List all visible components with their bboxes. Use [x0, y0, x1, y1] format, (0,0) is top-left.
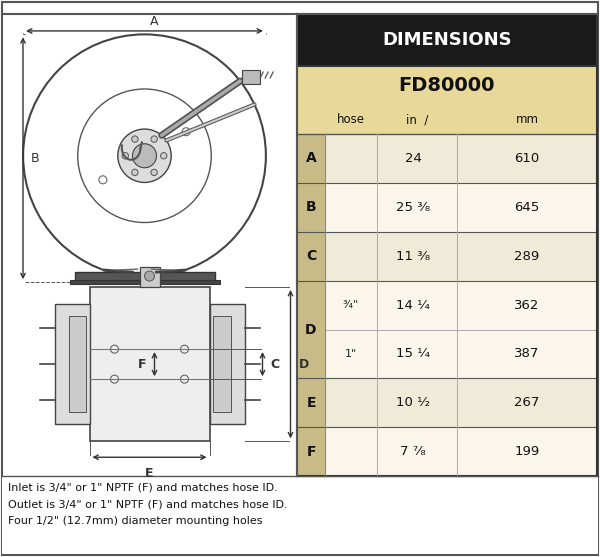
Text: E: E	[306, 396, 316, 410]
Bar	[297, 232, 597, 281]
Text: 610: 610	[514, 152, 539, 165]
Bar	[89, 287, 209, 441]
Bar	[2, 476, 598, 554]
Text: Inlet is 3/4" or 1" NPTF (F) and matches hose ID.: Inlet is 3/4" or 1" NPTF (F) and matches…	[8, 482, 278, 492]
Circle shape	[151, 136, 157, 142]
Text: D: D	[305, 323, 317, 336]
Text: DIMENSIONS: DIMENSIONS	[382, 31, 512, 49]
Bar	[297, 66, 597, 106]
Circle shape	[133, 144, 157, 168]
Bar	[297, 427, 325, 476]
Text: C: C	[271, 358, 280, 370]
Bar	[209, 304, 245, 424]
Bar	[297, 134, 597, 183]
Bar	[297, 14, 597, 66]
Bar	[297, 281, 325, 378]
Text: 289: 289	[514, 250, 539, 263]
Bar	[297, 378, 325, 427]
Bar	[297, 183, 597, 232]
Bar	[74, 272, 215, 282]
Bar	[297, 378, 597, 427]
Text: E: E	[145, 467, 154, 480]
Text: F: F	[306, 445, 316, 459]
Bar	[297, 134, 325, 183]
Bar	[213, 316, 230, 412]
Circle shape	[131, 136, 138, 142]
Circle shape	[122, 153, 128, 159]
Text: B: B	[31, 152, 40, 165]
Circle shape	[161, 153, 167, 159]
Text: 1": 1"	[345, 349, 357, 359]
Text: A: A	[150, 16, 159, 28]
Circle shape	[145, 271, 155, 281]
Text: 267: 267	[514, 397, 539, 409]
Text: A: A	[305, 152, 316, 165]
Text: 7 ⁷⁄₈: 7 ⁷⁄₈	[400, 445, 426, 458]
Text: 645: 645	[514, 201, 539, 214]
Text: 362: 362	[514, 299, 539, 311]
Bar	[55, 304, 89, 424]
Circle shape	[131, 169, 138, 175]
Text: 199: 199	[514, 445, 539, 458]
Bar	[297, 232, 325, 281]
Text: 387: 387	[514, 348, 539, 360]
Text: B: B	[305, 201, 316, 214]
Text: ³⁄₄": ³⁄₄"	[343, 300, 359, 310]
Text: in  /: in /	[406, 114, 428, 126]
Text: 14 ¹⁄₄: 14 ¹⁄₄	[396, 299, 430, 311]
Bar	[68, 316, 86, 412]
Bar	[70, 280, 220, 284]
Text: 25 ³⁄₈: 25 ³⁄₈	[396, 201, 430, 214]
Circle shape	[118, 129, 171, 183]
Bar	[297, 281, 597, 378]
Text: C: C	[306, 249, 316, 263]
Bar	[139, 267, 160, 287]
Text: 24: 24	[404, 152, 421, 165]
Text: Outlet is 3/4" or 1" NPTF (F) and matches hose ID.: Outlet is 3/4" or 1" NPTF (F) and matche…	[8, 499, 287, 509]
Text: Four 1/2" (12.7mm) diameter mounting holes: Four 1/2" (12.7mm) diameter mounting hol…	[8, 516, 263, 526]
Text: F: F	[138, 358, 147, 370]
Text: 11 ³⁄₈: 11 ³⁄₈	[396, 250, 430, 263]
Text: 15 ¹⁄₄: 15 ¹⁄₄	[396, 348, 430, 360]
Bar	[297, 427, 597, 476]
Text: FD80000: FD80000	[399, 76, 495, 95]
Bar	[242, 70, 260, 84]
Text: mm: mm	[515, 114, 539, 126]
Circle shape	[151, 169, 157, 175]
Bar	[297, 183, 325, 232]
Text: hose: hose	[337, 114, 365, 126]
Text: D: D	[299, 358, 309, 370]
Text: 10 ¹⁄₂: 10 ¹⁄₂	[396, 397, 430, 409]
Bar	[297, 106, 597, 134]
